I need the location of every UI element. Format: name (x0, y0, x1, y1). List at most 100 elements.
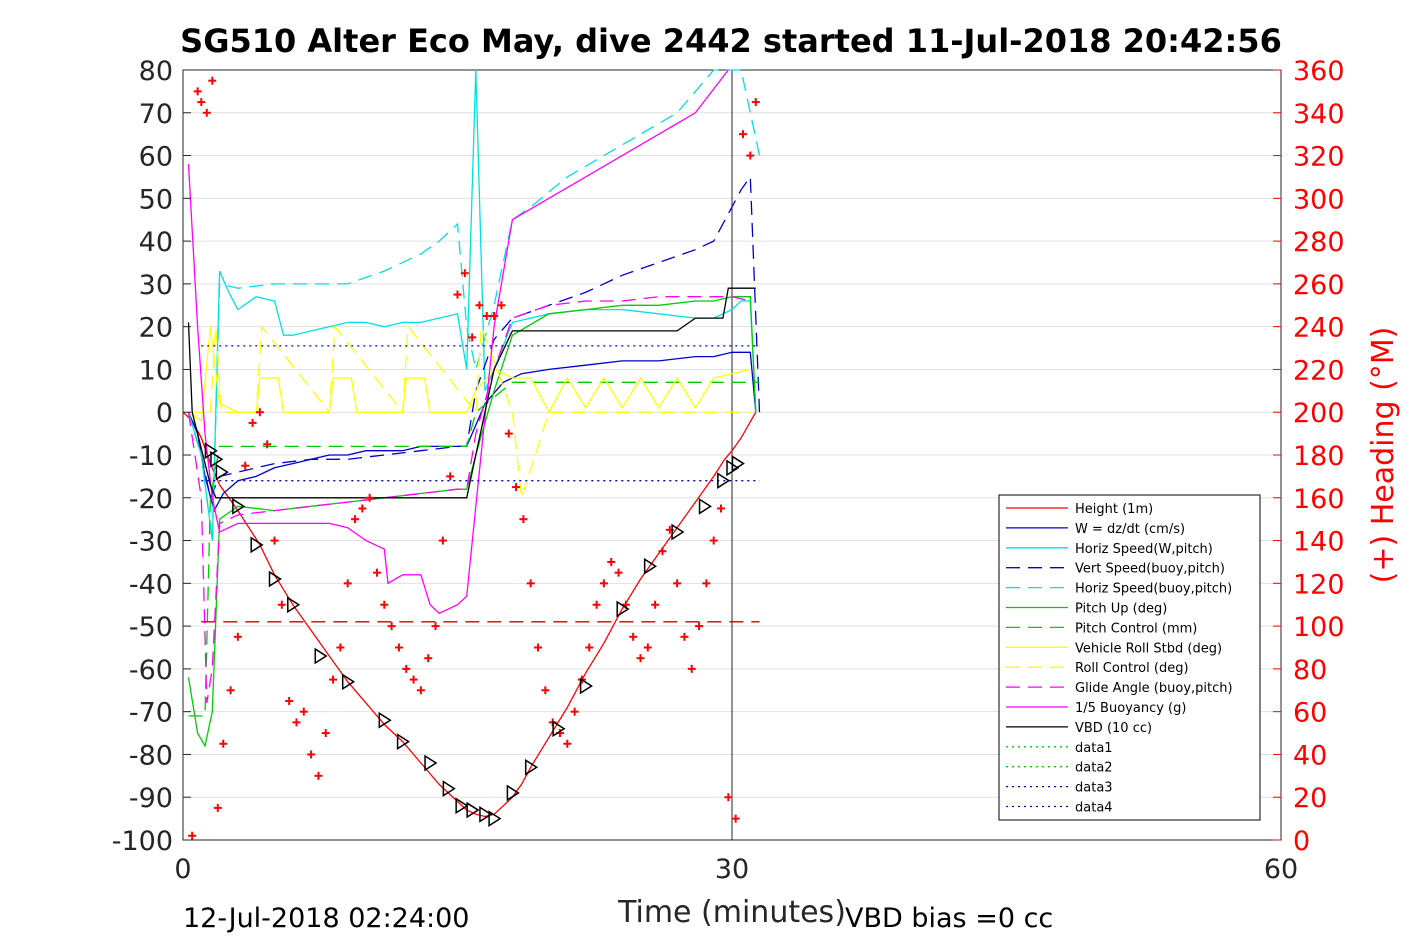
depth-triangle-marker (466, 801, 480, 819)
legend-label: VBD (10 cc) (1075, 721, 1152, 736)
heading-point (343, 579, 352, 588)
heading-point (219, 739, 228, 748)
heading-point (629, 632, 638, 641)
x-axis: 0 30 60 (174, 832, 1298, 885)
series-line-vert-speed-buoy-pitch- (187, 174, 761, 500)
legend-label: W = dz/dt (cm/s) (1075, 522, 1185, 537)
right-tick-label: 120 (1293, 569, 1345, 600)
heading-point (468, 333, 477, 342)
heading-point (460, 269, 469, 278)
legend-label: Horiz Speed(W,pitch) (1075, 542, 1213, 557)
depth-triangle-marker (341, 673, 356, 691)
chart-title: SG510 Alter Eco May, dive 2442 started 1… (180, 22, 1282, 60)
series-line-vbd-10-cc- (187, 287, 756, 499)
heading-point (213, 803, 222, 812)
right-tick-label: 20 (1293, 783, 1327, 814)
left-tick-label: 70 (139, 99, 173, 130)
depth-triangle-marker (643, 557, 658, 575)
series-layer (182, 69, 761, 818)
heading-point (438, 536, 447, 545)
left-tick-label: -30 (129, 527, 173, 558)
left-tick-label: -70 (129, 698, 173, 729)
heading-point (475, 301, 484, 310)
legend-label: data1 (1075, 741, 1113, 756)
heading-point (651, 600, 660, 609)
legend-label: Pitch Control (mm) (1075, 621, 1197, 636)
heading-point (592, 600, 601, 609)
legend-label: Vehicle Roll Stbd (deg) (1075, 641, 1222, 656)
heading-point (277, 600, 286, 609)
left-tick-label: 40 (139, 227, 173, 258)
heading-point (402, 664, 411, 673)
right-tick-label: 0 (1293, 826, 1310, 857)
left-tick-label: -20 (129, 484, 173, 515)
depth-triangle-marker (479, 805, 493, 823)
left-tick-label: -40 (129, 569, 173, 600)
heading-point (285, 696, 294, 705)
heading-point (497, 301, 506, 310)
heading-point (299, 707, 308, 716)
right-tick-label: 240 (1293, 313, 1345, 344)
right-tick-label: 300 (1293, 184, 1345, 215)
heading-point (394, 643, 403, 652)
heading-point (614, 568, 623, 577)
depth-triangle-marker (250, 536, 264, 554)
heading-point (233, 632, 242, 641)
right-tick-label: 40 (1293, 740, 1327, 771)
heading-point (263, 440, 272, 449)
left-tick-label: -60 (129, 655, 173, 686)
depth-triangle-marker (215, 463, 229, 481)
x-tick-label: 0 (174, 854, 191, 885)
depth-triangle-marker (488, 810, 502, 827)
right-tick-label: 100 (1293, 612, 1345, 643)
right-tick-label: 280 (1293, 227, 1345, 258)
series-line-pitch-control-mm- (188, 381, 760, 717)
heading-point (636, 654, 645, 663)
heading-point (188, 831, 197, 840)
heading-point (453, 290, 462, 299)
heading-point (702, 579, 711, 588)
heading-point (336, 643, 345, 652)
heading-point (687, 664, 696, 673)
depth-triangle-marker (210, 450, 224, 468)
heading-point (321, 729, 330, 738)
heading-point (241, 461, 250, 470)
right-tick-label: 140 (1293, 527, 1345, 558)
end-time-label: 12-Jul-2018 02:24:00 (183, 903, 469, 934)
legend-label: data3 (1075, 781, 1113, 796)
vbd-bias-label: VBD bias =0 cc (845, 903, 1053, 934)
left-y-axis: 80 70 60 50 40 30 20 10 0 -10 -20 -30 -40 -50 -60 -70 -8… (112, 56, 191, 857)
left-tick-label: -90 (129, 783, 173, 814)
heading-point (695, 622, 704, 631)
legend: Height (1m) W = dz/dt (cm/s) Horiz Speed(W… (998, 494, 1261, 821)
heading-point (746, 151, 755, 160)
heading-point (607, 557, 616, 566)
heading-point (570, 707, 579, 716)
legend-label: Pitch Up (deg) (1075, 602, 1167, 617)
series-line-w-dz-dt-cm-s- (187, 351, 757, 513)
right-tick-label: 320 (1293, 142, 1345, 173)
heading-point (526, 579, 535, 588)
heading-point (307, 750, 316, 759)
depth-triangle-marker (616, 600, 630, 618)
heading-point (504, 429, 513, 438)
left-tick-label: -80 (129, 740, 173, 771)
left-tick-label: 0 (156, 398, 173, 429)
depth-triangle-marker (268, 570, 282, 588)
heading-point (643, 643, 652, 652)
left-tick-label: 60 (139, 142, 173, 173)
right-tick-label: 260 (1293, 270, 1345, 301)
depth-triangle-marker (698, 497, 712, 515)
left-tick-label: -100 (112, 826, 173, 857)
right-tick-label: 340 (1293, 99, 1345, 130)
left-tick-label: 50 (139, 184, 173, 215)
heading-point (226, 686, 235, 695)
left-tick-label: 20 (139, 313, 173, 344)
depth-triangle-marker (552, 720, 566, 738)
depth-triangle-marker (232, 497, 246, 515)
heading-point (738, 130, 747, 139)
depth-triangle-marker (506, 784, 520, 802)
left-tick-label: -10 (129, 441, 173, 472)
left-tick-label: 10 (139, 355, 173, 386)
heading-point (314, 771, 323, 780)
